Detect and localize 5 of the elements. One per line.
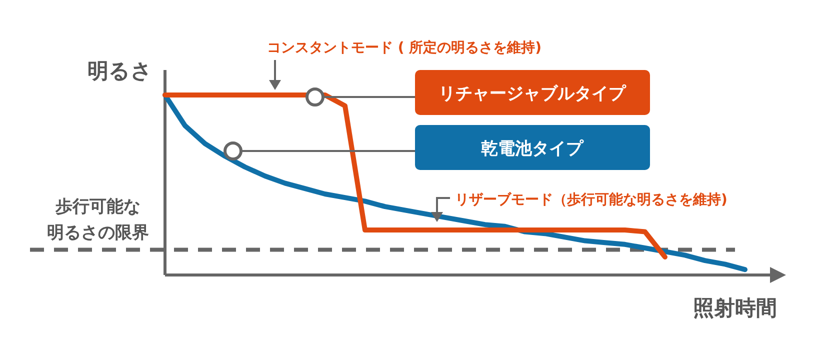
ref-line-label: 歩行可能な明るさの限界: [47, 196, 149, 243]
text: コンスタントモード ( 所定の明るさを維持): [267, 39, 542, 56]
annotation: リザーブモード（歩行可能な明るさを維持): [455, 191, 728, 208]
y-axis-title: 明るさ: [88, 59, 152, 83]
x-axis-title: 照射時間: [693, 296, 777, 320]
